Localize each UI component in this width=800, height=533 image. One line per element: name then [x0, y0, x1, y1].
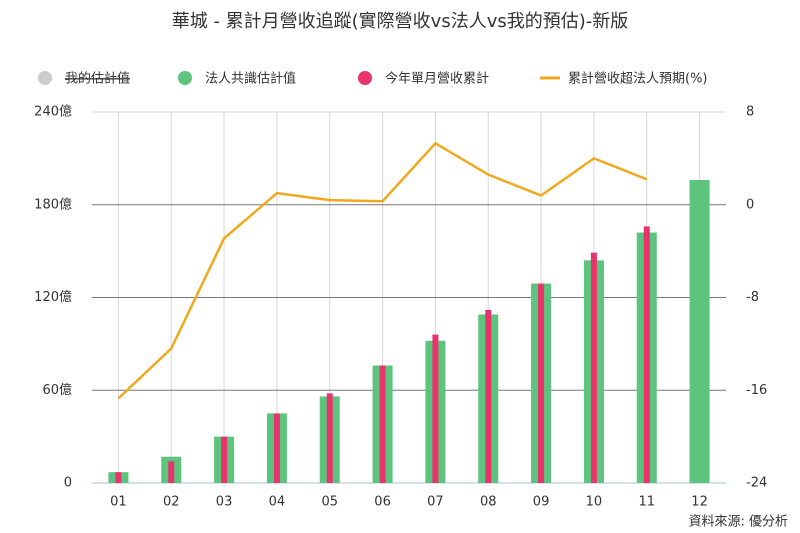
bar: [168, 461, 175, 483]
y-tick-label: 180億: [34, 196, 72, 212]
bar: [643, 226, 650, 483]
x-tick-label: 12: [691, 495, 708, 510]
bar: [590, 252, 597, 483]
legend-swatch: [358, 71, 372, 85]
y2-tick-label: -8: [746, 290, 759, 305]
bar: [379, 365, 386, 483]
source: 資料來源: 優分析: [688, 515, 788, 530]
legend-swatch: [38, 71, 52, 85]
x-tick-label: 05: [321, 495, 338, 510]
bar: [538, 283, 545, 483]
bar: [485, 309, 492, 483]
y2-tick-label: -16: [746, 383, 767, 398]
y-tick-label: 0: [64, 476, 72, 491]
legend-label[interactable]: 累計營收超法人預期(%): [568, 71, 708, 87]
bar: [221, 436, 228, 483]
x-tick-label: 03: [216, 495, 233, 510]
x-tick-label: 01: [110, 495, 127, 510]
x-tick-label: 11: [638, 495, 655, 510]
bar: [689, 180, 710, 483]
x-tick-label: 07: [427, 495, 444, 510]
line: [117, 142, 648, 400]
bar: [273, 413, 280, 483]
x-tick-label: 10: [586, 495, 603, 510]
y2-tick-label: 8: [746, 105, 754, 120]
chart-title: 華城 - 累計月營收追蹤(實際營收vs法人vs我的預估)-新版: [172, 11, 629, 32]
y-tick-label: 60億: [42, 382, 72, 398]
x-tick-label: 04: [269, 495, 286, 510]
y-tick-label: 120億: [34, 289, 72, 305]
x-tick-label: 02: [163, 495, 180, 510]
bar: [326, 393, 333, 483]
x-tick-label: 06: [374, 495, 391, 510]
x-tick-label: 09: [533, 495, 550, 510]
bar: [432, 334, 439, 483]
bar: [115, 472, 122, 483]
y2-tick-label: 0: [746, 197, 754, 212]
legend-label[interactable]: 法人共識估計值: [205, 71, 296, 87]
legend-label[interactable]: 今年單月營收累計: [385, 71, 489, 87]
legend-label[interactable]: 我的估計值: [65, 71, 130, 87]
y-tick-label: 240億: [34, 104, 72, 120]
y2-tick-label: -24: [746, 476, 767, 491]
x-tick-label: 08: [480, 495, 497, 510]
legend-swatch: [178, 71, 192, 85]
